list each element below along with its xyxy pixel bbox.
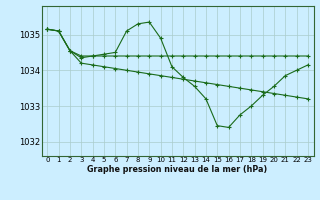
X-axis label: Graphe pression niveau de la mer (hPa): Graphe pression niveau de la mer (hPa) — [87, 165, 268, 174]
